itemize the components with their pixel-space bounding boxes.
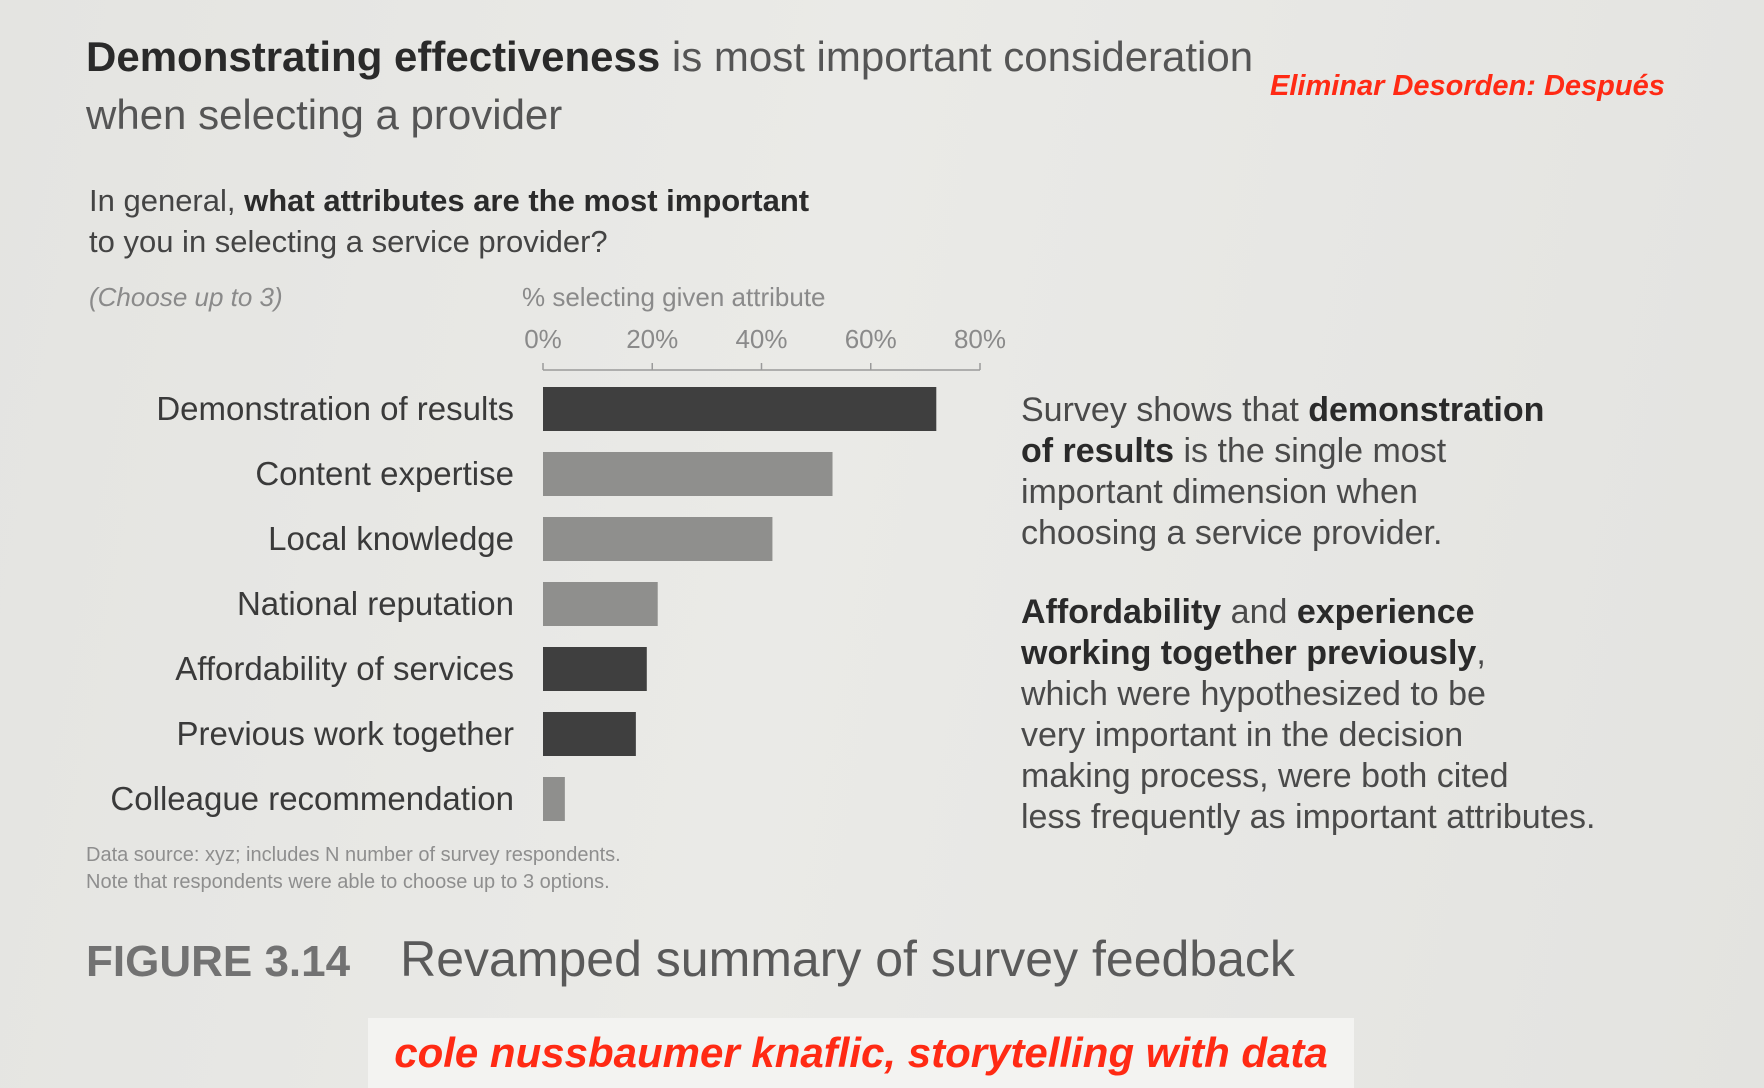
- question-pre: In general,: [89, 183, 245, 218]
- x-tick-label: 80%: [954, 324, 1006, 354]
- annot2-bold1: Affordability: [1021, 593, 1222, 631]
- annot1-line4: choosing a service provider.: [1021, 514, 1443, 552]
- choose-note: (Choose up to 3): [89, 282, 283, 312]
- bar: [543, 517, 773, 561]
- figure-number: FIGURE 3.14: [86, 937, 351, 986]
- annot2-bold3: working together previously: [1021, 634, 1477, 672]
- survey-question: In general, what attributes are the most…: [89, 180, 809, 262]
- annot1-line3: important dimension when: [1021, 473, 1418, 511]
- x-tick-label: 60%: [845, 324, 897, 354]
- annot1-pre: Survey shows that: [1021, 391, 1309, 429]
- bar: [543, 777, 565, 821]
- annot1-bold2: of results: [1021, 432, 1175, 470]
- annot2-bold2: experience: [1296, 593, 1475, 631]
- headline-rest: is most important consideration: [660, 33, 1254, 80]
- annotation-results: Survey shows that demonstration of resul…: [1021, 390, 1681, 554]
- category-labels: Demonstration of results Content expertis…: [110, 390, 514, 817]
- category-label: Previous work together: [177, 715, 515, 752]
- x-axis-title: % selecting given attribute: [522, 282, 826, 312]
- annot1-bold1: demonstration: [1308, 391, 1545, 429]
- headline-line2: when selecting a provider: [86, 91, 563, 138]
- data-source-note: Data source: xyz; includes N number of s…: [86, 842, 621, 896]
- annot2-comma: ,: [1476, 634, 1486, 672]
- x-tick-label: 40%: [735, 324, 787, 354]
- bar: [543, 387, 937, 431]
- annot2-line3: which were hypothesized to be: [1021, 675, 1486, 713]
- figure-caption: FIGURE 3.14 Revamped summary of survey fe…: [86, 930, 1295, 988]
- headline-bold: Demonstrating effectiveness: [86, 33, 661, 80]
- x-tick-label: 20%: [626, 324, 678, 354]
- question-line2: to you in selecting a service provider?: [89, 224, 608, 259]
- category-label: Content expertise: [255, 455, 514, 492]
- figure-caption-text: Revamped summary of survey feedback: [400, 931, 1295, 987]
- bar: [543, 712, 636, 756]
- source-line2: Note that respondents were able to choos…: [86, 871, 610, 893]
- bar: [543, 647, 647, 691]
- source-line1: Data source: xyz; includes N number of s…: [86, 844, 621, 866]
- category-label: Demonstration of results: [156, 390, 514, 427]
- annot1-rest: is the single most: [1174, 432, 1447, 470]
- credit-banner: cole nussbaumer knaflic, storytelling wi…: [368, 1018, 1354, 1088]
- question-bold: what attributes are the most important: [244, 183, 810, 218]
- slide-tag: Eliminar Desorden: Después: [1270, 70, 1665, 102]
- x-tick-label: 0%: [524, 324, 562, 354]
- headline: Demonstrating effectiveness is most impo…: [86, 28, 1336, 144]
- annotation-affordability: Affordability and experience working tog…: [1021, 592, 1681, 838]
- category-label: Colleague recommendation: [110, 780, 514, 817]
- bar: [543, 582, 658, 626]
- category-label: Affordability of services: [175, 650, 514, 687]
- annot2-line6: less frequently as important attributes.: [1021, 798, 1596, 836]
- annot2-line5: making process, were both cited: [1021, 757, 1509, 795]
- x-axis-ticks: 0% 20% 40% 60% 80%: [524, 324, 1006, 370]
- category-label: Local knowledge: [268, 520, 514, 557]
- bars: [543, 387, 937, 821]
- annot2-line4: very important in the decision: [1021, 716, 1464, 754]
- bar: [543, 452, 833, 496]
- annot2-mid: and: [1221, 593, 1297, 631]
- category-label: National reputation: [237, 585, 514, 622]
